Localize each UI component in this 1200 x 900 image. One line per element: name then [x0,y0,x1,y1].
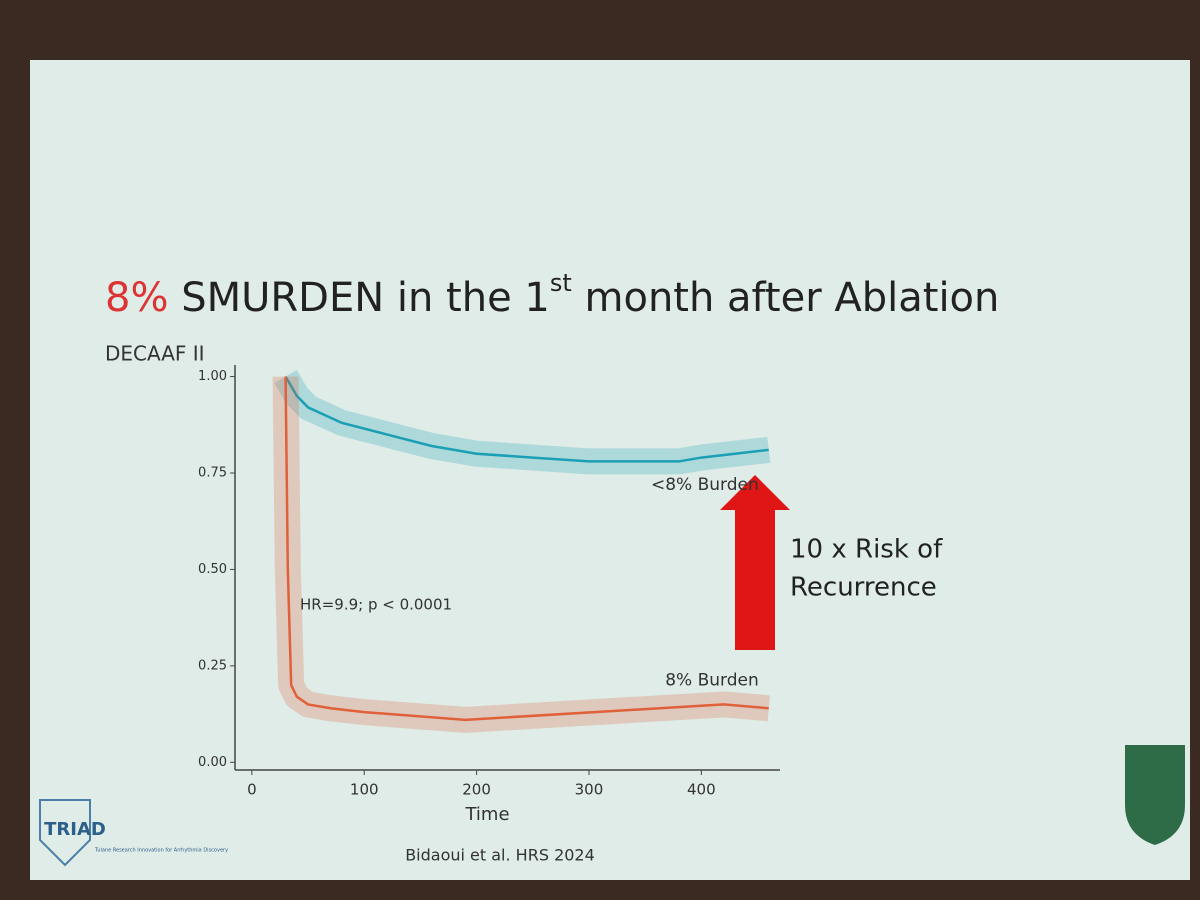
slide-title: 8% SMURDEN in the 1st month after Ablati… [105,259,999,321]
x-tick-label: 200 [462,781,491,799]
title-rest: month after Ablation [585,275,1000,321]
slide-subtitle: DECAAF II [105,342,205,366]
hr-annotation: HR=9.9; p < 0.0001 [300,596,452,614]
x-tick-label: 300 [575,781,604,799]
x-tick-label: 0 [247,781,257,799]
risk-arrow [720,475,790,650]
y-tick-label: 0.00 [198,755,227,770]
y-tick-label: 0.75 [198,466,227,481]
slide [30,60,1190,880]
title-highlight: 8% [105,275,168,321]
x-axis-label: Time [464,804,509,825]
title-superscript: st [550,269,572,297]
y-tick-label: 0.25 [198,658,227,673]
series-label: <8% Burden [651,475,759,495]
x-tick-label: 400 [687,781,716,799]
citation: Bidaoui et al. HRS 2024 [405,846,595,865]
university-logo [1125,745,1185,845]
y-tick-label: 1.00 [198,369,227,384]
chart: 0.00 0.25 0.50 0.75 1.00 0 100 200 300 400 Time <8%… [198,365,943,825]
series-line [284,375,769,463]
logo-shield [39,799,91,867]
series-label: 8% Burden [665,670,759,690]
risk-annotation: 10 x Risk of [790,535,943,565]
logo-name: TRIAD [44,819,106,840]
y-tick-label: 0.50 [198,562,227,577]
risk-annotation: Recurrence [790,573,937,603]
logo-tagline: Tulane Research Innovation for Arrhythmi… [94,848,228,854]
series-line [284,376,769,722]
title-text: SMURDEN in the 1 [181,275,550,321]
x-tick-label: 100 [350,781,379,799]
